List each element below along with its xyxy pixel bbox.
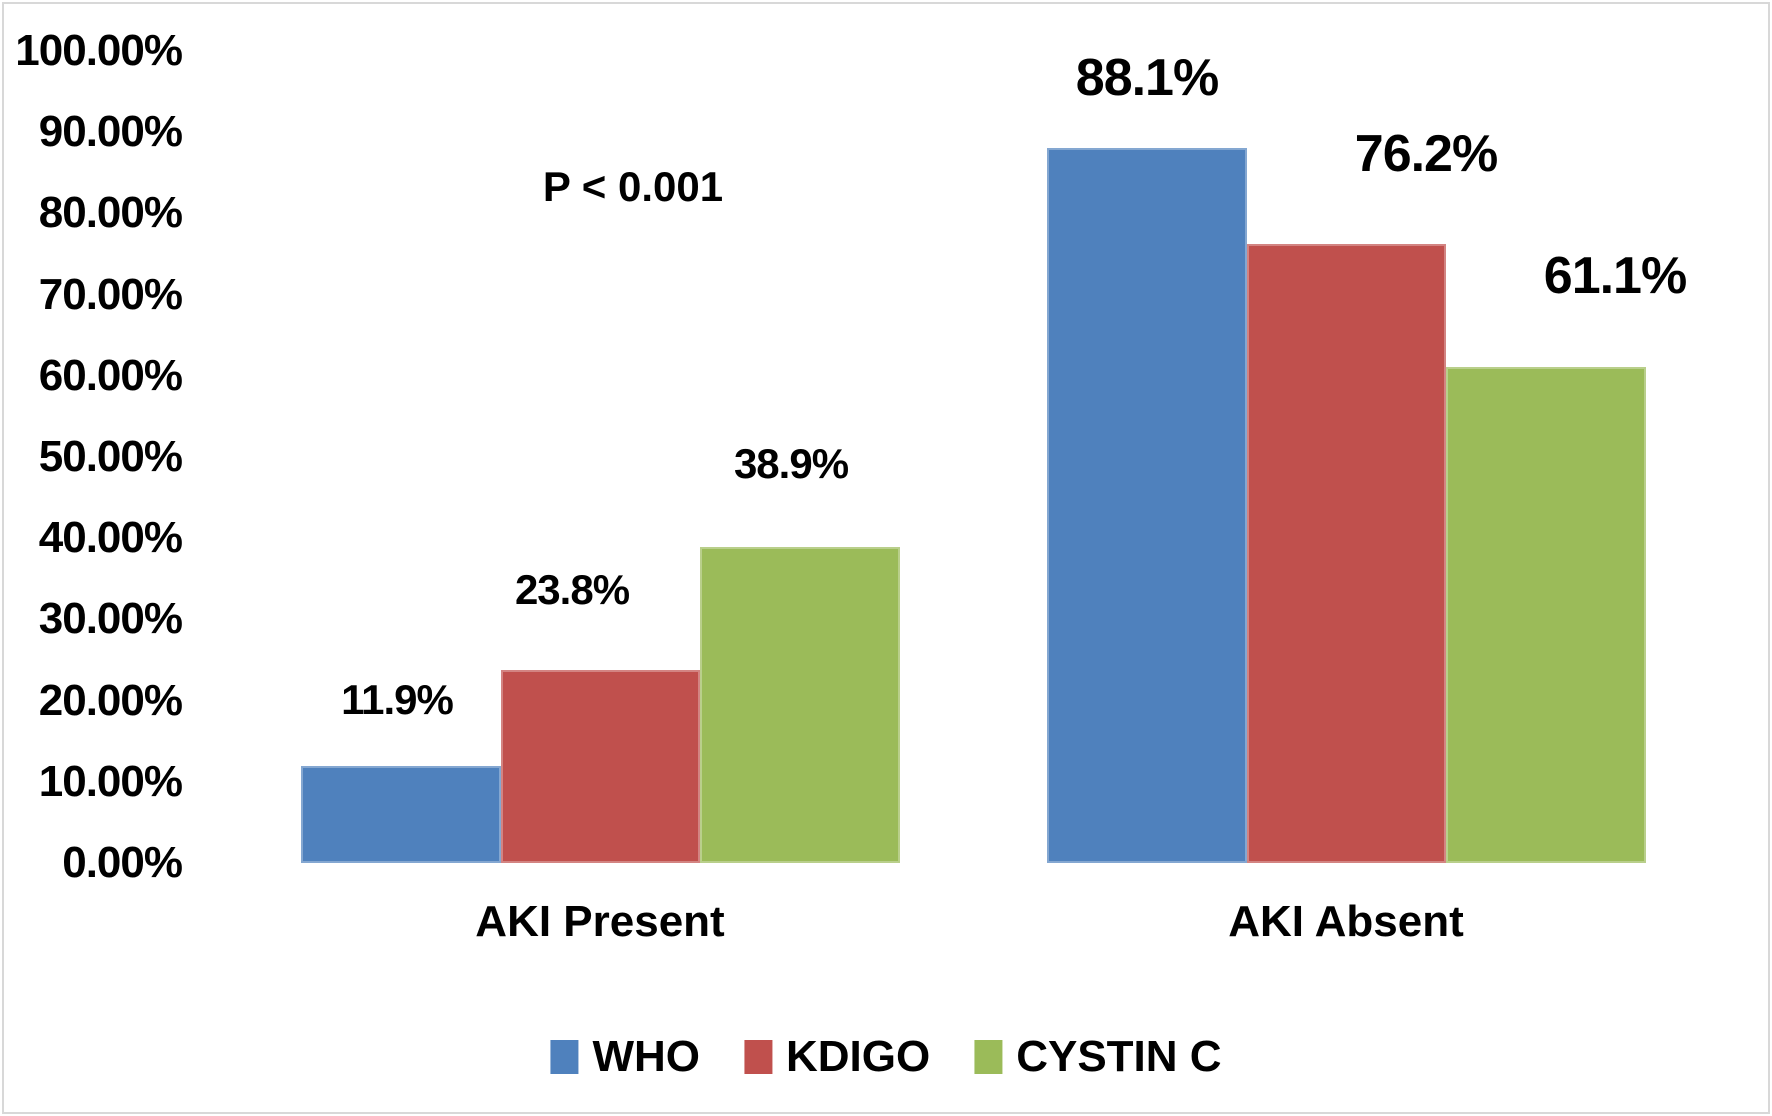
bar-kdigo-aki-absent xyxy=(1246,244,1446,863)
category-label-aki-absent: AKI Absent xyxy=(1228,897,1464,946)
data-label: 23.8% xyxy=(514,566,630,613)
legend-label-cystin-c: CYSTIN C xyxy=(1016,1032,1222,1081)
legend-swatch-kdigo-icon xyxy=(743,1040,772,1074)
y-axis-tick-label: 40.00% xyxy=(38,513,183,563)
data-label: 38.9% xyxy=(733,440,849,487)
y-axis-tick-label: 20.00% xyxy=(38,675,183,725)
legend-swatch-cystin-c-icon xyxy=(974,1040,1003,1074)
data-label: 61.1% xyxy=(1543,247,1687,305)
legend-item-who: WHO xyxy=(550,1032,700,1082)
legend-label-kdigo: KDIGO xyxy=(785,1032,931,1081)
bar-cystin-c-aki-present xyxy=(700,547,900,863)
legend-swatch-who-icon xyxy=(550,1040,579,1074)
category-label-aki-present: AKI Present xyxy=(475,897,725,946)
bar-who-aki-absent xyxy=(1047,147,1247,863)
data-label: 76.2% xyxy=(1354,125,1498,183)
legend-item-cystin-c: CYSTIN C xyxy=(974,1032,1222,1082)
y-axis-tick-label: 50.00% xyxy=(38,432,183,481)
bar-who-aki-present xyxy=(301,766,501,863)
y-axis-tick-label: 60.00% xyxy=(38,350,183,400)
y-axis-tick-label: 30.00% xyxy=(38,594,183,644)
p-value-annotation: P < 0.001 xyxy=(542,163,724,210)
y-axis-tick-label: 100.00% xyxy=(15,26,183,75)
legend: WHO KDIGO CYSTIN C xyxy=(550,1032,1222,1082)
bar-kdigo-aki-present xyxy=(500,669,700,863)
legend-item-kdigo: KDIGO xyxy=(743,1032,931,1082)
data-label: 11.9% xyxy=(341,676,454,723)
bar-cystin-c-aki-absent xyxy=(1446,366,1646,863)
y-axis-tick-label: 80.00% xyxy=(38,188,183,238)
y-axis-tick-label: 90.00% xyxy=(38,107,183,157)
legend-label-who: WHO xyxy=(592,1032,700,1081)
y-axis-tick-label: 70.00% xyxy=(38,269,183,319)
data-label: 88.1% xyxy=(1075,49,1219,107)
y-axis-tick-label: 10.00% xyxy=(38,756,183,806)
y-axis-tick-label: 0.00% xyxy=(62,838,183,887)
